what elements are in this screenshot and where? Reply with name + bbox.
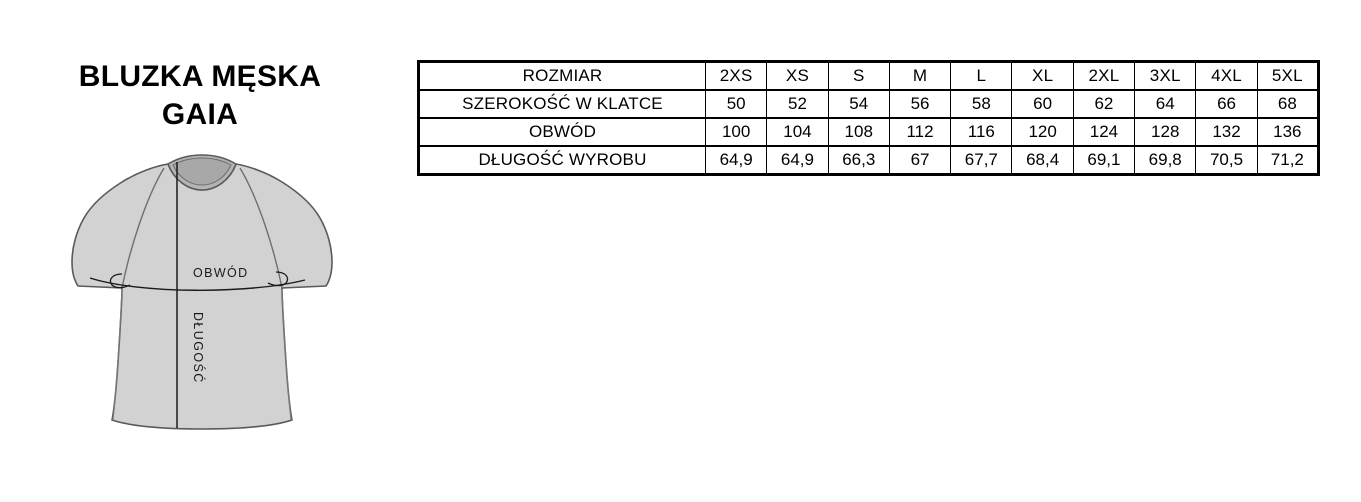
row-label: DŁUGOŚĆ WYROBU [418,145,706,176]
table-cell: 128 [1134,117,1197,147]
table-row: DŁUGOŚĆ WYROBU 64,9 64,9 66,3 67 67,7 68… [418,145,1320,176]
table-cell: 64,9 [766,145,829,176]
tshirt-body-shape [71,163,333,430]
table-cell: 58 [950,89,1013,119]
table-cell: 67,7 [950,145,1013,176]
product-title-line-1: BLUZKA MĘSKA [78,60,322,93]
column-header-size: 4XL [1195,60,1258,91]
column-header-size: L [950,60,1013,91]
table-cell: 64,9 [704,145,768,176]
column-header-size: M [888,60,952,91]
table-cell: 100 [704,117,768,147]
table-row: SZEROKOŚĆ W KLATCE 50 52 54 56 58 60 62 … [418,89,1320,119]
column-header-size: 5XL [1256,60,1320,91]
table-cell: 71,2 [1256,145,1320,176]
circumference-label: OBWÓD [193,265,249,280]
table-cell: 52 [766,89,829,119]
table-cell: 120 [1011,117,1074,147]
size-chart-container: ROZMIAR 2XS XS S M L XL 2XL 3XL 4XL 5XL … [417,60,1320,176]
left-side-seam [112,289,123,421]
table-cell: 67 [888,145,952,176]
product-title-line-2: GAIA [161,98,239,132]
page-title: BLUZKA MĘSKA GAIA [0,58,400,135]
right-side-seam [281,289,292,421]
size-chart-table: ROZMIAR 2XS XS S M L XL 2XL 3XL 4XL 5XL … [417,60,1320,176]
neck-opening [172,157,232,186]
table-cell: 66,3 [827,145,890,176]
length-label: DŁUGOŚĆ [191,312,206,384]
table-cell: 124 [1072,117,1136,147]
table-header-row: ROZMIAR 2XS XS S M L XL 2XL 3XL 4XL 5XL [418,60,1320,91]
column-header-size: 2XS [704,60,768,91]
table-cell: 56 [888,89,952,119]
table-cell: 136 [1256,117,1320,147]
circumference-arrow-left [109,273,131,289]
table-cell: 68 [1256,89,1320,119]
table-cell: 64 [1134,89,1197,119]
table-cell: 54 [827,89,890,119]
table-cell: 116 [950,117,1013,147]
column-header-size: XS [766,60,829,91]
table-cell: 69,1 [1072,145,1136,176]
table-cell: 50 [704,89,768,119]
right-sleeve-seam [239,167,283,289]
garment-diagram: OBWÓD DŁUGOŚĆ [60,152,345,452]
column-header-size: 3XL [1134,60,1197,91]
column-header-size: S [827,60,890,91]
column-header-measure: ROZMIAR [418,60,706,91]
table-cell: 132 [1195,117,1258,147]
table-cell: 68,4 [1011,145,1074,176]
table-cell: 69,8 [1134,145,1197,176]
table-cell: 104 [766,117,829,147]
table-cell: 70,5 [1195,145,1258,176]
column-header-size: 2XL [1072,60,1136,91]
table-cell: 112 [888,117,952,147]
circumference-arrow-right [267,271,289,287]
table-cell: 66 [1195,89,1258,119]
product-panel: BLUZKA MĘSKA GAIA OBW [0,0,400,502]
table-cell: 108 [827,117,890,147]
table-cell: 60 [1011,89,1074,119]
row-label: OBWÓD [418,117,706,147]
left-sleeve-seam [121,167,165,289]
table-cell: 62 [1072,89,1136,119]
table-row: OBWÓD 100 104 108 112 116 120 124 128 13… [418,117,1320,147]
column-header-size: XL [1011,60,1074,91]
row-label: SZEROKOŚĆ W KLATCE [418,89,706,119]
